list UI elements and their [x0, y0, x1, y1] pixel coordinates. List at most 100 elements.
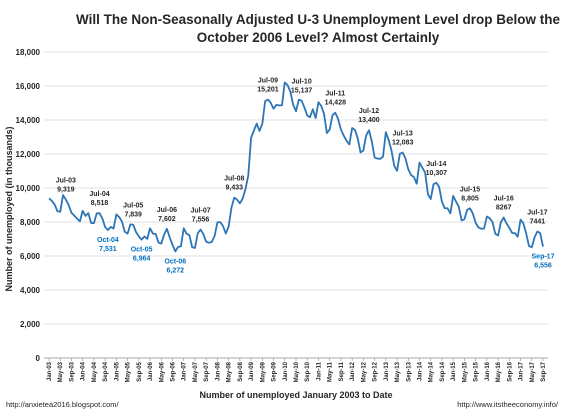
x-tick-label: May-07: [193, 361, 199, 382]
y-tick-label: 4,000: [20, 286, 41, 295]
x-tick-label: May-10: [294, 361, 300, 382]
annotation-month: Jul-07: [190, 208, 210, 215]
series-line-unemployed: [48, 81, 544, 253]
x-tick-label: Sep-04: [103, 361, 109, 381]
x-tick-label: Jan-07: [182, 361, 188, 381]
annotation-value: 15,137: [291, 88, 313, 95]
data-annotations: Jul-03 9,319 Jul-04 8,518 Oct-04 7,531 Jul-05 7…: [56, 78, 555, 275]
annotation-month: Jul-16: [494, 195, 514, 202]
annotation-value: 8,805: [461, 195, 479, 202]
x-tick-label: Sep-14: [440, 361, 446, 381]
x-tick-label: May-04: [92, 361, 98, 382]
x-tick-label: Jan-16: [485, 361, 491, 381]
x-tick-label: Sep-08: [238, 361, 244, 381]
x-tick-label: May-06: [159, 361, 165, 382]
x-tick-label: Jan-13: [384, 361, 390, 381]
x-tick-label: Jan-15: [451, 361, 457, 381]
x-tick-label: Sep-13: [406, 361, 412, 381]
y-tick-label: 6,000: [20, 252, 41, 261]
x-tick-label: Sep-03: [69, 361, 75, 381]
x-tick-label: Sep-15: [474, 361, 480, 381]
x-tick-label: Jan-12: [350, 361, 356, 381]
annotation-month: Jul-06: [157, 207, 177, 214]
annotation-value: 9,433: [225, 185, 243, 192]
y-tick-label: 16,000: [16, 82, 41, 91]
annotation-month: Jul-04: [89, 191, 109, 198]
annotation-month: Oct-05: [131, 247, 153, 254]
x-tick-label: May-17: [530, 361, 536, 382]
x-tick-label: Sep-06: [171, 361, 177, 381]
annotation-month: Jul-17: [527, 210, 547, 217]
annotation-value: 7441: [530, 219, 546, 226]
footer-left-url: http://anxietea2016.blogspot.com/: [6, 400, 119, 409]
x-axis-label: Number of unemployed January 2003 to Dat…: [199, 390, 392, 400]
x-tick-label: May-11: [328, 361, 334, 382]
x-tick-label: Jan-08: [215, 361, 221, 381]
annotation-value: 7,556: [192, 217, 210, 224]
annotation-value: 14,428: [325, 100, 347, 107]
annotation-value: 8,518: [91, 200, 109, 207]
y-tick-label: 14,000: [16, 116, 41, 125]
x-tick-label: Jan-05: [114, 361, 120, 381]
x-tick-label: Sep-05: [137, 361, 143, 381]
annotation-value: 13,400: [358, 117, 380, 124]
x-axis-ticks: Jan-03 May-03 Sep-03 Jan-04 May-04 Sep-04 Jan-…: [47, 358, 547, 382]
x-tick-label: Jan-03: [47, 361, 53, 381]
y-axis-label: Number of unemployed (in thousands): [4, 126, 14, 291]
chart-title-line-2: October 2006 Level? Almost Certainly: [197, 30, 440, 45]
annotation-value: 8267: [496, 204, 512, 211]
x-tick-label: Sep-16: [507, 361, 513, 381]
annotation-value: 7,839: [124, 212, 142, 219]
x-tick-label: Jan-04: [81, 361, 87, 381]
x-tick-label: Sep-07: [204, 361, 210, 381]
y-tick-label: 8,000: [20, 218, 41, 227]
annotation-month: Sep-17: [532, 254, 555, 261]
footer-right-url: http://www.itstheeconomy.info/: [457, 400, 559, 409]
x-tick-label: May-03: [58, 361, 64, 382]
annotation-month: Jul-03: [56, 178, 76, 185]
annotation-value: 7,531: [99, 246, 117, 253]
annotation-value: 10,307: [426, 170, 448, 177]
x-tick-label: Jan-11: [316, 361, 322, 380]
x-tick-label: Sep-12: [373, 361, 379, 381]
x-tick-label: May-08: [227, 361, 233, 382]
x-tick-label: May-15: [462, 361, 468, 382]
annotation-month: Jul-12: [359, 108, 379, 115]
annotation-month: Jul-05: [123, 203, 143, 210]
annotation-month: Jul-14: [426, 161, 446, 168]
y-tick-label: 0: [36, 354, 41, 363]
x-tick-label: Jan-06: [148, 361, 154, 381]
y-tick-label: 10,000: [16, 184, 41, 193]
x-tick-label: May-05: [126, 361, 132, 382]
x-tick-label: Jan-14: [418, 361, 424, 381]
annotation-value: 6,964: [133, 256, 151, 263]
annotation-value: 6,556: [534, 263, 552, 270]
annotation-month: Jul-11: [325, 91, 345, 98]
x-tick-label: Sep-17: [541, 361, 547, 381]
x-tick-label: Sep-10: [305, 361, 311, 381]
annotation-month: Jul-09: [258, 78, 278, 85]
y-tick-label: 12,000: [16, 150, 41, 159]
y-tick-label: 2,000: [20, 320, 41, 329]
x-tick-label: May-14: [429, 361, 435, 382]
chart-title-line-1: Will The Non-Seasonally Adjusted U-3 Une…: [76, 12, 560, 27]
y-axis-ticks: 0 2,000 4,000 6,000 8,000 10,000 12,000 14,000 1…: [16, 48, 41, 363]
annotation-value: 12,083: [392, 140, 414, 147]
annotation-month: Oct-04: [97, 237, 119, 244]
y-tick-label: 18,000: [16, 48, 41, 57]
x-tick-label: Sep-11: [339, 361, 345, 381]
annotation-month: Jul-08: [224, 176, 244, 183]
x-tick-label: Jan-17: [519, 361, 525, 381]
x-tick-label: Jan-09: [249, 361, 255, 381]
x-tick-label: Sep-09: [272, 361, 278, 381]
annotation-value: 9,319: [57, 187, 75, 194]
annotation-value: 15,201: [257, 87, 279, 94]
x-tick-label: May-13: [395, 361, 401, 382]
annotation-month: Jul-13: [393, 131, 413, 138]
x-tick-label: May-16: [496, 361, 502, 382]
x-tick-label: May-12: [361, 361, 367, 382]
x-tick-label: Jan-10: [283, 361, 289, 381]
annotation-value: 7,602: [158, 216, 176, 223]
